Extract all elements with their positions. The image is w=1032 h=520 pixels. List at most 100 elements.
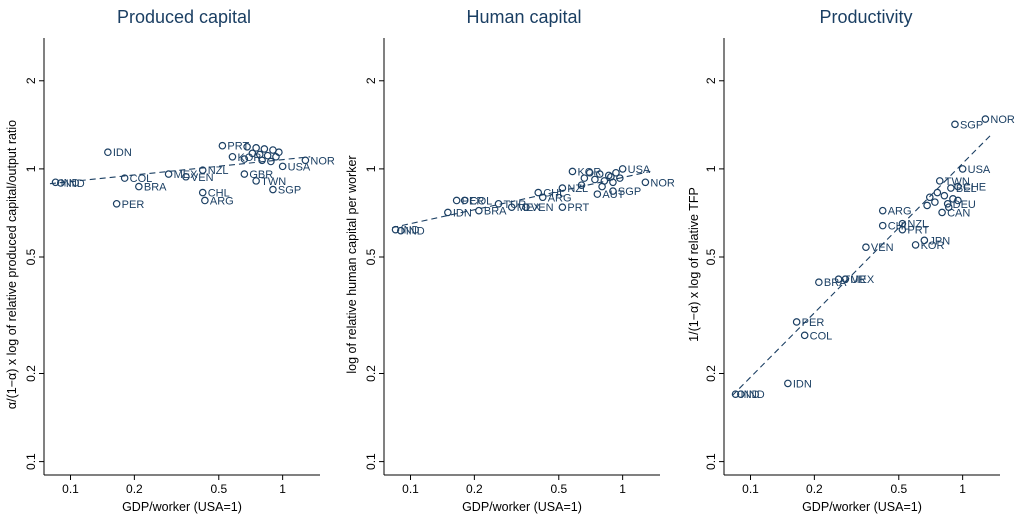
y-tick-label: 0.2 — [364, 365, 378, 382]
data-point-marker — [580, 174, 589, 182]
y-tick-label: 2 — [24, 77, 38, 84]
data-point-marker — [618, 165, 627, 173]
data-point-marker — [538, 193, 547, 202]
data-point-marker — [252, 144, 260, 152]
data-point-marker — [507, 203, 516, 211]
data-point-marker — [391, 225, 400, 234]
data-point-marker — [731, 390, 740, 398]
x-tick-label: 0.1 — [62, 482, 79, 496]
y-tick-label: 0.5 — [364, 248, 378, 265]
data-point-marker — [104, 148, 112, 157]
data-point-marker — [736, 390, 745, 398]
data-point-label: SGP — [278, 185, 301, 197]
data-point-label: IND — [66, 178, 85, 190]
chart-title: Productivity — [819, 7, 912, 27]
x-tick-label: 0.5 — [550, 482, 567, 496]
data-point-marker — [598, 182, 606, 191]
data-point-label: PER — [122, 199, 145, 211]
data-point-marker — [182, 172, 190, 181]
data-point-label: USA — [628, 164, 651, 176]
data-point-marker — [911, 241, 920, 249]
data-point-marker — [954, 196, 962, 205]
fitted-trend-line — [49, 156, 311, 185]
data-point-label: COL — [130, 173, 153, 185]
data-point-label: NOR — [310, 155, 335, 167]
y-tick-label: 1 — [24, 165, 38, 172]
data-point-label: COL — [470, 195, 493, 207]
data-point-marker — [278, 162, 287, 171]
y-tick-label: 2 — [704, 77, 718, 84]
y-tick-label: 0.2 — [24, 365, 38, 382]
data-point-marker — [931, 198, 939, 206]
y-tick-label: 0.5 — [24, 248, 38, 265]
y-tick-label: 0.1 — [24, 453, 38, 470]
data-point-marker — [164, 170, 173, 178]
data-point-label: CHL — [543, 188, 565, 200]
data-point-label: ARG — [888, 206, 912, 218]
y-tick-label: 0.1 — [364, 453, 378, 470]
data-point-marker — [595, 170, 604, 178]
data-point-marker — [943, 199, 952, 208]
data-point-marker — [585, 168, 594, 177]
data-point-marker — [920, 236, 929, 245]
fitted-trend-line — [731, 135, 991, 397]
data-point-label: IDN — [113, 147, 132, 159]
data-point-label: IND — [741, 389, 760, 401]
data-point-label: SGP — [618, 186, 641, 198]
data-point-marker — [616, 174, 624, 182]
chart-panel-1: Produced capital 0.1 0.2 0.5 1 0.1 0.2 0.5 1 2 GDP… — [5, 7, 335, 514]
data-point-marker — [51, 178, 60, 187]
data-point-marker — [641, 178, 650, 187]
data-point-marker — [935, 177, 944, 185]
chart-panel-2: Human capital 0.1 0.2 0.5 1 0.1 0.2 0.5 1 2 GDP/wo… — [345, 7, 675, 514]
data-point-marker — [301, 156, 310, 165]
data-point-marker — [228, 152, 237, 161]
y-tick-label: 2 — [364, 77, 378, 84]
data-point-label: CHL — [888, 221, 910, 233]
x-axis-title: GDP/worker (USA=1) — [462, 500, 582, 514]
y-tick-label: 0.1 — [704, 453, 718, 470]
data-point-marker — [534, 188, 543, 197]
data-point-marker — [938, 208, 946, 217]
data-point-marker — [252, 177, 260, 185]
y-tick-label: 0.2 — [704, 365, 718, 382]
data-point-label: IDN — [793, 378, 812, 390]
data-point-label: KOR — [921, 240, 945, 252]
data-point-label: VEN — [191, 172, 214, 184]
data-point-label: AUT — [602, 189, 624, 201]
data-point-marker — [954, 182, 962, 191]
data-point-marker — [135, 182, 143, 191]
data-point-label: CHE — [963, 182, 986, 194]
data-point-marker — [784, 379, 792, 388]
data-point-marker — [947, 184, 955, 192]
x-tick-label: 1 — [959, 482, 966, 496]
data-point-label: DEU — [953, 199, 976, 211]
data-point-marker — [612, 168, 620, 177]
data-point-marker — [577, 181, 586, 189]
x-tick-label: 0.5 — [890, 482, 907, 496]
data-point-marker — [522, 203, 530, 211]
data-point-label: COL — [810, 330, 833, 342]
data-point-label: ARG — [210, 195, 234, 207]
x-tick-label: 0.1 — [742, 482, 759, 496]
data-point-label: PRT — [227, 141, 249, 153]
data-point-label: NZL — [567, 183, 588, 195]
data-point-marker — [800, 331, 809, 340]
data-point-marker — [949, 195, 957, 203]
y-axis-title: log of relative human capital per worker — [345, 155, 359, 373]
data-point-label: MEX — [850, 274, 875, 286]
data-point-marker — [933, 188, 942, 197]
data-point-marker — [591, 175, 599, 184]
data-point-label: NOR — [650, 177, 675, 189]
data-point-label: BRA — [144, 182, 167, 194]
data-point-marker — [396, 226, 405, 235]
data-point-label: TWN — [261, 176, 286, 188]
data-point-label: USA — [968, 164, 991, 176]
data-point-marker — [878, 206, 887, 215]
data-point-marker — [248, 149, 257, 158]
data-point-marker — [460, 196, 469, 205]
data-point-marker — [925, 193, 934, 202]
data-point-label: PRT — [907, 225, 929, 237]
x-tick-label: 0.1 — [402, 482, 419, 496]
data-point-marker — [263, 151, 272, 160]
